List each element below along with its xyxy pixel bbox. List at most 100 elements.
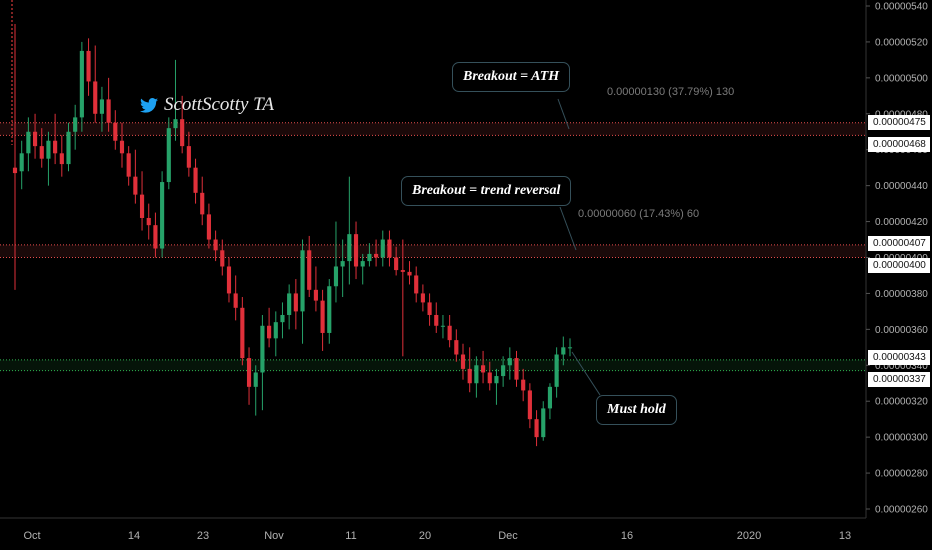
candle-body [26, 131, 31, 154]
candle [313, 266, 318, 312]
x-tick-label: 13 [839, 530, 851, 542]
candle-body [287, 293, 292, 315]
candle-body [487, 372, 492, 384]
candle [133, 149, 138, 204]
candle-body [400, 270, 405, 272]
candle-body [206, 214, 211, 240]
candle-body [186, 146, 191, 168]
candle [541, 401, 546, 441]
callout-trend-reversal: Breakout = trend reversal [401, 176, 572, 206]
candle [440, 314, 446, 339]
candle [521, 368, 526, 402]
candle-body [113, 122, 118, 141]
candle-body [340, 261, 345, 267]
candle [374, 239, 379, 267]
candle [561, 336, 566, 366]
y-tick-label: 0.00000300 [875, 433, 928, 444]
candle [394, 246, 399, 276]
candle-body [79, 50, 84, 118]
measure-middle: 0.00000060 (17.43%) 60 [578, 208, 700, 220]
candle [480, 350, 486, 384]
candle-body [180, 119, 185, 147]
x-tick-label: 14 [128, 530, 140, 542]
candle-body [561, 347, 566, 355]
candle-body [220, 250, 225, 267]
candle [501, 356, 506, 387]
candle-body [106, 99, 111, 123]
candle [380, 230, 385, 267]
connector-top [557, 98, 570, 130]
x-tick-label: 20 [419, 530, 431, 542]
candle [447, 314, 452, 348]
watermark-text: ScottScotty TA [164, 94, 274, 115]
candle [347, 176, 352, 285]
y-tick-label: 0.00000420 [875, 217, 928, 228]
zone-band-0 [0, 122, 866, 136]
candle [246, 347, 252, 405]
candle-body [434, 314, 439, 326]
candle [53, 113, 58, 165]
candle-body [460, 354, 466, 369]
candle-body [327, 286, 332, 333]
candle [287, 284, 292, 330]
candle [12, 23, 18, 290]
candle [153, 212, 158, 258]
candle-body [293, 293, 298, 312]
candle [233, 275, 238, 321]
candle [240, 297, 245, 366]
candle [340, 239, 345, 298]
y-tick-label: 0.00000380 [875, 289, 928, 300]
price-tag-407: 0.00000407 [868, 236, 930, 251]
candle [173, 59, 178, 141]
price-tag-400: 0.00000400 [868, 258, 930, 273]
candle-body [333, 266, 339, 287]
candle-body [407, 271, 412, 276]
candle [467, 347, 472, 393]
candle-body [507, 358, 512, 366]
candle-body [32, 131, 38, 147]
price-tag-468: 0.00000468 [868, 137, 930, 152]
y-tick-label: 0.00000360 [875, 325, 928, 336]
connector-middle [559, 206, 577, 251]
candle-body [160, 182, 165, 249]
candle-body [53, 140, 58, 154]
candle-body [367, 253, 372, 262]
candle [434, 302, 439, 333]
zone-band-2 [0, 359, 866, 371]
candle-body [166, 128, 171, 183]
candle-body [447, 325, 452, 341]
candle-body [280, 314, 285, 323]
candle-body [380, 239, 385, 258]
candle [86, 38, 91, 96]
candle-body [494, 376, 499, 384]
x-tick-label: Dec [498, 530, 518, 542]
candle [73, 104, 78, 150]
candle [407, 261, 412, 285]
candle-body [240, 307, 245, 359]
y-axis: 0.00000540 0.00000520 0.00000500 0.00000480… [865, 0, 928, 518]
candle [180, 95, 185, 154]
candle-body [213, 239, 218, 251]
candle [26, 117, 31, 172]
candle-body [307, 250, 312, 290]
candle-body [541, 408, 546, 438]
candle-body [153, 225, 158, 249]
candle-body [440, 325, 446, 327]
candle [113, 110, 118, 150]
candle-body [66, 131, 71, 165]
candle [19, 140, 24, 190]
candle-body [514, 358, 519, 380]
candle-body [427, 302, 432, 315]
candle [193, 158, 198, 204]
candle-body [273, 322, 278, 339]
candle [507, 347, 512, 380]
candle [213, 230, 218, 262]
candle [320, 289, 325, 351]
candle [119, 122, 125, 168]
candle-body [521, 379, 526, 391]
candle [32, 113, 38, 159]
x-tick-label: Oct [23, 530, 40, 542]
candle [146, 203, 151, 240]
candle [514, 350, 519, 387]
